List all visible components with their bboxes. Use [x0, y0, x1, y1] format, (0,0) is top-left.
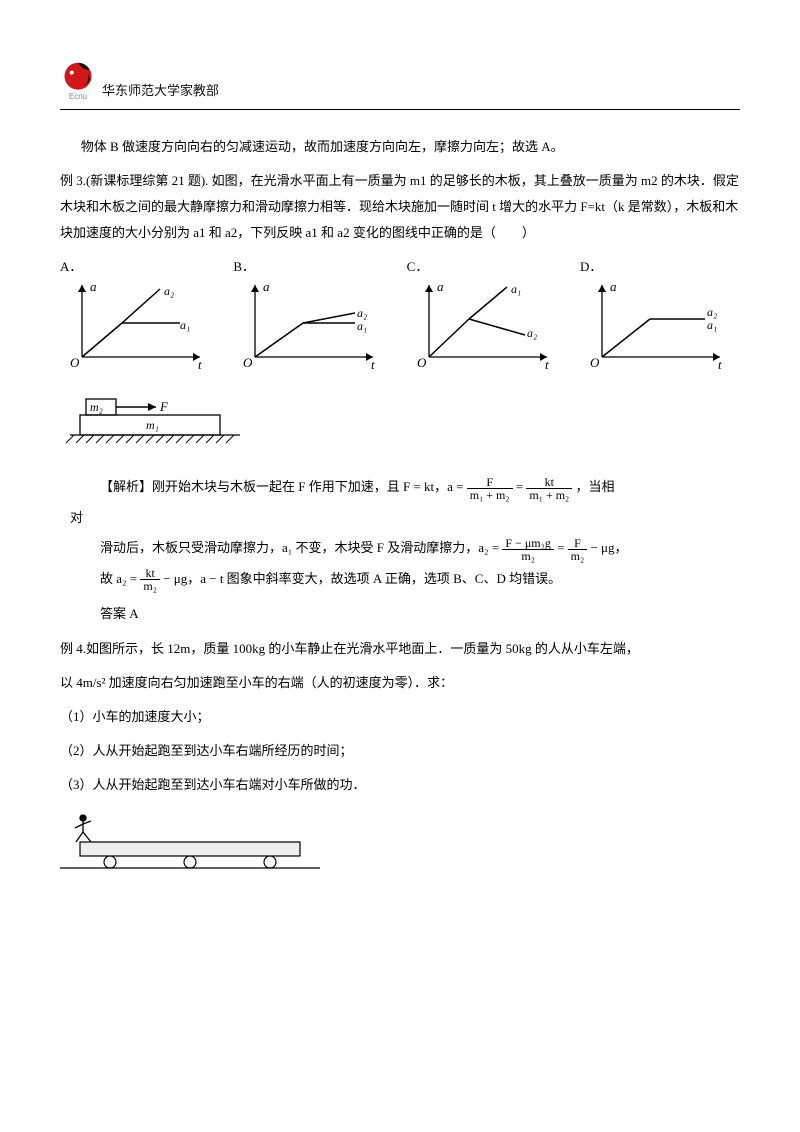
svg-text:a: a [263, 279, 270, 294]
option-row: A． B． C． D． [60, 256, 740, 275]
svg-text:t: t [371, 357, 375, 369]
svg-text:O: O [70, 355, 80, 369]
frac-3: F − μm₂gm₂ [502, 537, 553, 562]
a-l3b: = [557, 540, 568, 555]
svg-text:a₂: a₂ [527, 326, 537, 340]
header: Ecnu 华东师范大学家教部 [60, 60, 740, 101]
example4-stem: 例 4.如图所示，长 12m，质量 100kg 的小车静止在光滑水平地面上．一质… [60, 636, 740, 662]
a-l4a: 故 a₂ = [100, 571, 140, 586]
analysis-line3: 滑动后，木板只受滑动摩擦力，a₁ 不变，木块受 F 及滑动摩擦力，a₂ = F … [100, 534, 740, 563]
graph-b: a t O a₂ a₁ [233, 279, 393, 369]
svg-text:t: t [718, 357, 722, 369]
svg-text:a₂: a₂ [707, 305, 717, 319]
logo-wrap: Ecnu [60, 60, 96, 101]
option-a: A． [60, 256, 220, 275]
option-c: C． [407, 256, 567, 275]
svg-text:O: O [417, 355, 427, 369]
header-title: 华东师范大学家教部 [102, 80, 219, 101]
analysis: 【解析】刚开始木块与木板一起在 F 作用下加速，且 F = kt，a = Fm₁… [100, 473, 740, 593]
svg-text:O: O [590, 355, 600, 369]
svg-text:m₁: m₁ [146, 418, 159, 432]
frac-4: Fm₂ [568, 537, 588, 562]
frac-1: Fm₁ + m₂ [467, 476, 513, 501]
analysis-line4: 故 a₂ = ktm₂ − μg，a − t 图象中斜率变大，故选项 A 正确，… [100, 565, 740, 594]
block-diagram: m₂ m₁ F [60, 385, 740, 455]
svg-text:a₂: a₂ [357, 306, 367, 320]
a-l3c: − μg， [590, 540, 627, 555]
graph-c: a t O a₁ a₂ [407, 279, 567, 369]
logo-icon [60, 60, 96, 96]
svg-text:a: a [90, 279, 97, 294]
header-underline [60, 109, 740, 110]
prev-answer-line: 物体 B 做速度方向向右的匀减速运动，故而加速度方向向左，摩擦力向左；故选 A。 [60, 134, 740, 160]
svg-text:a₁: a₁ [357, 319, 367, 333]
svg-text:a₁: a₁ [511, 282, 521, 296]
svg-text:a: a [610, 279, 617, 294]
frac-5: ktm₂ [140, 567, 160, 592]
graph-row: a t O a₂ a₁ a t O a₂ a₁ [60, 279, 740, 369]
option-d: D． [580, 256, 740, 275]
a-l1c: ，当相 [575, 479, 614, 494]
svg-text:a₁: a₁ [180, 318, 190, 332]
graph-a: a t O a₂ a₁ [60, 279, 220, 369]
analysis-line1: 【解析】刚开始木块与木板一起在 F 作用下加速，且 F = kt，a = Fm₁… [100, 473, 740, 502]
analysis-line2: 对 [70, 504, 740, 533]
example4-figure [60, 812, 740, 882]
option-b: B． [233, 256, 393, 275]
example4-q3: （3）人从开始起跑至到达小车右端对小车所做的功． [60, 772, 740, 798]
a-l4b: − μg，a − t 图象中斜率变大，故选项 A 正确，选项 B、C、D 均错误… [163, 571, 561, 586]
svg-text:a: a [437, 279, 444, 294]
svg-text:a₁: a₁ [707, 318, 717, 332]
example4-l2: 以 4m/s² 加速度向右匀加速跑至小车的右端（人的初速度为零）．求： [60, 670, 740, 696]
svg-text:t: t [198, 357, 202, 369]
example4-q2: （2）人从开始起跑至到达小车右端所经历的时间； [60, 738, 740, 764]
svg-text:m₂: m₂ [90, 400, 103, 414]
svg-text:F: F [159, 399, 169, 414]
svg-text:t: t [545, 357, 549, 369]
answer-line: 答案 A [100, 603, 740, 622]
svg-text:a₂: a₂ [164, 284, 174, 298]
svg-text:O: O [243, 355, 253, 369]
example4-q1: （1）小车的加速度大小； [60, 704, 740, 730]
a-l1a: 【解析】刚开始木块与木板一起在 F 作用下加速，且 F = kt，a = [100, 479, 464, 494]
a-l3a: 滑动后，木板只受滑动摩擦力，a₁ 不变，木块受 F 及滑动摩擦力，a₂ = [100, 540, 502, 555]
graph-d: a t O a₂ a₁ [580, 279, 740, 369]
example3-stem: 例 3.(新课标理综第 21 题). 如图，在光滑水平面上有一质量为 m1 的足… [60, 168, 740, 246]
logo-subtext: Ecnu [69, 92, 87, 101]
frac-2: ktm₁ + m₂ [526, 476, 572, 501]
a-l1b: = [516, 479, 527, 494]
page: Ecnu 华东师范大学家教部 物体 B 做速度方向向右的匀减速运动，故而加速度方… [0, 0, 800, 922]
